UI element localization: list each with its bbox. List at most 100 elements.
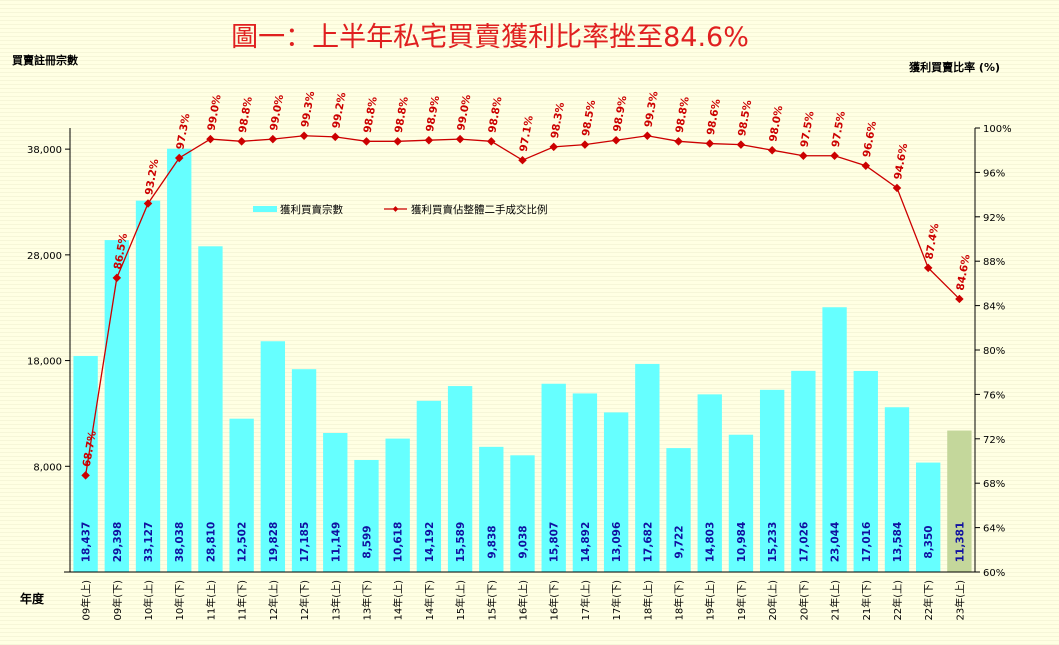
right-tick-label: 68% bbox=[983, 479, 1005, 490]
legend-bar-label: 獲利買賣宗數 bbox=[280, 203, 343, 216]
bar-value-label: 12,502 bbox=[237, 522, 249, 563]
x-tick-label: 11年(下) bbox=[236, 580, 249, 621]
bar-value-label: 11,149 bbox=[330, 522, 342, 563]
bar bbox=[167, 148, 192, 572]
x-tick-label: 13年(上) bbox=[329, 580, 342, 621]
bar-value-label: 17,682 bbox=[642, 522, 654, 563]
ratio-point bbox=[455, 134, 465, 144]
bar bbox=[884, 407, 910, 572]
bar-value-label: 38,038 bbox=[174, 522, 186, 563]
x-tick-label: 18年(上) bbox=[641, 580, 654, 621]
right-tick-label: 64% bbox=[983, 524, 1005, 535]
x-tick-label: 12年(下) bbox=[298, 580, 311, 621]
bar-value-label: 29,398 bbox=[112, 522, 124, 563]
bar-value-label: 17,185 bbox=[299, 522, 311, 563]
bar-value-label: 23,044 bbox=[830, 522, 842, 563]
ratio-point bbox=[174, 153, 184, 163]
ratio-point bbox=[143, 199, 153, 208]
x-tick-label: 15年(上) bbox=[454, 580, 467, 621]
right-tick-label: 80% bbox=[983, 346, 1005, 357]
x-tick-label: 15年(下) bbox=[485, 580, 498, 621]
ratio-point bbox=[112, 273, 122, 283]
bar bbox=[291, 369, 317, 572]
bar-value-label: 15,233 bbox=[767, 522, 779, 563]
left-tick-label: 38,000 bbox=[27, 145, 62, 156]
x-tick-label: 17年(上) bbox=[579, 580, 592, 621]
bar-value-label: 9,038 bbox=[518, 525, 530, 558]
bar-value-label: 17,016 bbox=[861, 522, 873, 563]
x-tick-label: 14年(下) bbox=[423, 580, 436, 621]
bar-value-label: 8,350 bbox=[923, 525, 935, 558]
x-tick-label: 10年(下) bbox=[173, 580, 186, 621]
bar-value-label: 15,589 bbox=[455, 522, 467, 563]
bar bbox=[510, 455, 535, 572]
x-tick-label: 17年(下) bbox=[610, 580, 623, 621]
x-tick-label: 09年(下) bbox=[111, 580, 124, 621]
bar bbox=[635, 363, 660, 572]
x-tick-label: 13年(下) bbox=[360, 580, 373, 621]
right-tick-label: 100% bbox=[983, 124, 1012, 135]
x-tick-label: 14年(上) bbox=[392, 580, 405, 621]
x-tick-label: 23年(上) bbox=[953, 580, 966, 621]
bar-value-label: 15,807 bbox=[549, 522, 561, 563]
chart-title: 圖一：上半年私宅買賣獲利比率挫至84.6% bbox=[231, 22, 749, 53]
ratio-point bbox=[923, 263, 933, 273]
x-tick-label: 20年(下) bbox=[797, 580, 810, 621]
bar-value-label: 8,599 bbox=[361, 525, 373, 558]
legend: 獲利買賣宗數 獲利買賣佔整體二手成交比例 bbox=[253, 203, 548, 216]
bar bbox=[354, 459, 379, 572]
bar bbox=[759, 389, 785, 572]
legend-line-label: 獲利買賣佔整體二手成交比例 bbox=[411, 203, 548, 216]
x-tick-label: 19年(下) bbox=[735, 580, 748, 621]
bar bbox=[728, 434, 754, 572]
legend-line-marker bbox=[392, 206, 399, 212]
bar bbox=[697, 394, 722, 572]
ratio-point bbox=[424, 135, 434, 145]
right-tick-label: 88% bbox=[983, 257, 1005, 268]
bar-value-label: 10,984 bbox=[736, 522, 748, 563]
bar bbox=[229, 418, 254, 572]
bar bbox=[73, 355, 98, 572]
ratio-point bbox=[331, 132, 340, 142]
bar bbox=[947, 430, 972, 572]
right-tick-label: 76% bbox=[983, 390, 1005, 401]
bar bbox=[479, 446, 504, 572]
bar bbox=[853, 370, 878, 572]
bar-value-label: 28,810 bbox=[205, 522, 217, 563]
ratio-point bbox=[362, 137, 371, 146]
ratio-point bbox=[206, 134, 215, 144]
right-tick-label: 84% bbox=[983, 302, 1005, 313]
x-axis-label: 年度 bbox=[20, 591, 45, 606]
ratio-point bbox=[487, 137, 496, 146]
right-tick-label: 72% bbox=[983, 435, 1005, 446]
right-axis-label: 獲利買賣比率 (%) bbox=[909, 60, 1000, 74]
x-tick-label: 21年(下) bbox=[860, 580, 873, 621]
left-tick-label: 28,000 bbox=[27, 251, 62, 262]
x-tick-label: 21年(上) bbox=[829, 580, 842, 621]
bar-value-label: 11,381 bbox=[954, 522, 966, 563]
bar-value-label: 9,722 bbox=[674, 525, 686, 558]
right-tick-label: 96% bbox=[983, 168, 1005, 179]
bar bbox=[323, 432, 348, 572]
left-tick-label: 8,000 bbox=[33, 462, 62, 473]
x-tick-label: 22年(上) bbox=[891, 580, 904, 621]
bar-value-label: 14,892 bbox=[580, 522, 592, 563]
x-tick-label: 16年(上) bbox=[517, 580, 530, 621]
x-tick-label: 20年(上) bbox=[766, 580, 779, 621]
plot-area: 18,437 09年(上) 29,398 09年(下) 33,127 10年(上) 38,0… bbox=[27, 90, 1012, 621]
bar bbox=[603, 412, 629, 572]
bar-value-label: 10,618 bbox=[393, 522, 405, 563]
x-tick-label: 16年(下) bbox=[548, 580, 561, 621]
bar-value-label: 9,838 bbox=[486, 525, 498, 558]
x-tick-label: 19年(上) bbox=[704, 580, 717, 621]
x-tick-label: 11年(上) bbox=[204, 580, 217, 621]
bar bbox=[541, 383, 566, 572]
bar-value-label: 13,096 bbox=[611, 522, 623, 563]
ratio-point bbox=[268, 134, 278, 144]
bar-value-label: 14,803 bbox=[705, 522, 717, 563]
bar bbox=[416, 400, 442, 572]
ratio-point bbox=[393, 137, 402, 146]
bar bbox=[198, 246, 223, 572]
legend-bar-swatch bbox=[253, 206, 277, 212]
bar bbox=[385, 438, 410, 572]
